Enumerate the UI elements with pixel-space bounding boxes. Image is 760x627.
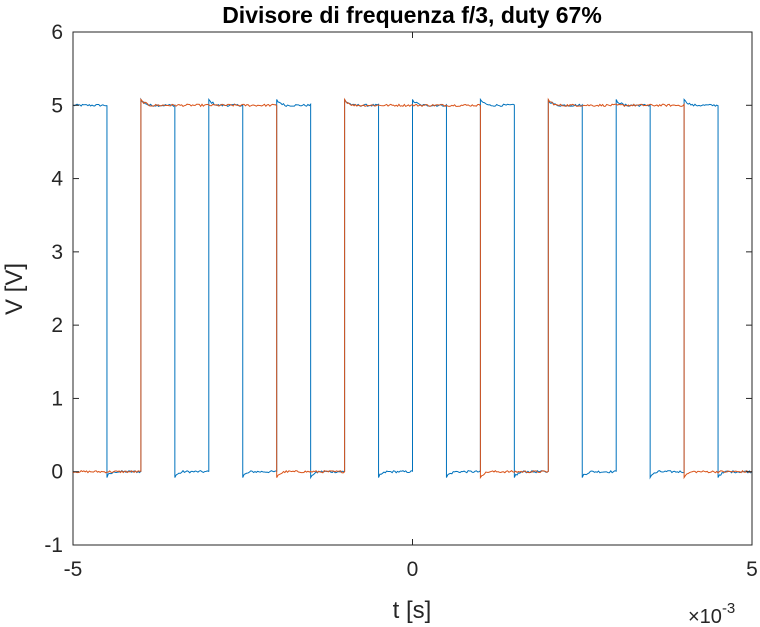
series-line-1	[73, 97, 752, 480]
y-tick-label: 5	[51, 94, 63, 117]
x-exponent-label: ×10-3	[688, 600, 735, 627]
series-line-2	[73, 97, 752, 480]
y-axis-label: V [V]	[1, 263, 28, 315]
y-axis: -1 0 1 2 3 4 5 6	[44, 21, 752, 557]
x-tick-label: -5	[64, 558, 83, 581]
y-tick-label: 3	[51, 241, 63, 264]
y-tick-label: 0	[51, 461, 63, 484]
y-tick-label: 6	[51, 21, 63, 44]
x-axis-label: t [s]	[393, 597, 432, 624]
series-layer	[73, 97, 752, 480]
y-tick-label: -1	[44, 534, 63, 557]
chart-title: Divisore di frequenza f/3, duty 67%	[222, 2, 602, 28]
x-exponent-power: -3	[722, 600, 735, 617]
y-tick-label: 4	[51, 168, 63, 191]
x-exponent-base: ×10	[688, 606, 722, 627]
x-axis: -5 0 5	[64, 32, 758, 581]
x-tick-label: 0	[407, 558, 419, 581]
y-tick-label: 2	[51, 314, 63, 337]
x-tick-label: 5	[746, 558, 758, 581]
y-tick-label: 1	[51, 387, 63, 410]
